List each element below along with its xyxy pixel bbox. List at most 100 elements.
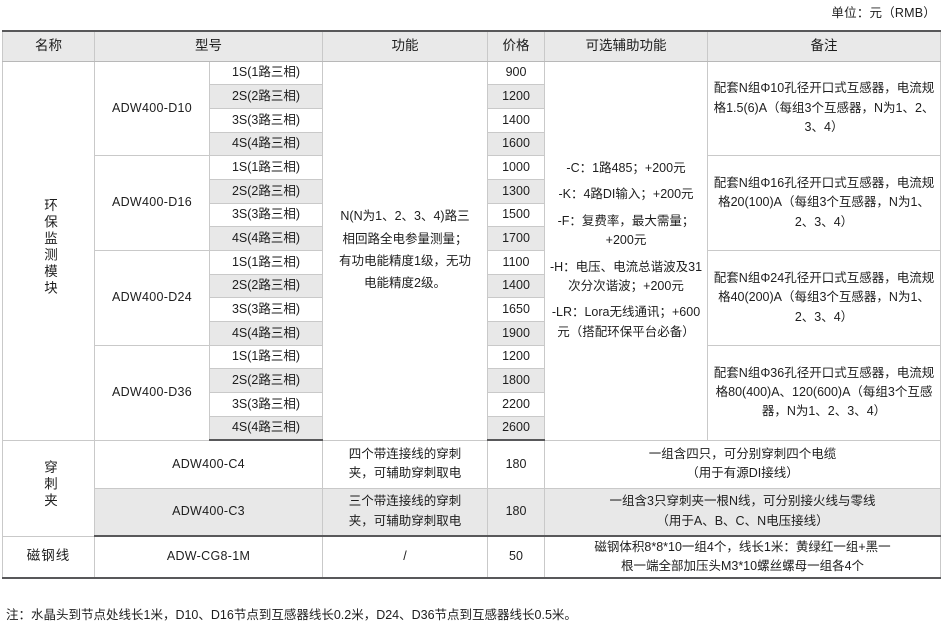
function-line: 夹，可辅助穿刺取电 xyxy=(348,513,462,528)
table-row: 2S(2路三相) 1200 xyxy=(3,84,941,109)
spec-cell: 2S(2路三相) xyxy=(209,273,323,299)
note-line: （用于有源DI接线） xyxy=(686,466,799,480)
table-header: 名称 型号 功能 价格 可选辅助功能 备注 xyxy=(2,30,941,62)
table-row: ADW400-D36 1S(1路三相) 1200 配套N组Φ36孔径开口式互感器… xyxy=(3,344,941,441)
table-row: 4S(4路三相) 1900 xyxy=(3,321,941,346)
function-line: 夹，可辅助穿刺取电 xyxy=(348,466,462,480)
spec-cell: 4S(4路三相) xyxy=(209,321,323,346)
price-cell: 900 xyxy=(487,60,545,86)
model-adw400-d24: ADW400-D24 xyxy=(94,250,210,346)
price-cell: 1200 xyxy=(487,84,545,109)
price-cell: 1500 xyxy=(487,202,545,228)
model-adw400-d36: ADW400-D36 xyxy=(94,344,210,441)
category-name-piercing-clamp: 穿刺夹 xyxy=(2,439,95,537)
function-adw400-c4: 四个带连接线的穿刺 夹，可辅助穿刺取电 xyxy=(322,439,488,489)
remark-adw400-d36: 配套N组Φ36孔径开口式互感器，电流规格80(400)A、120(600)A（每… xyxy=(707,344,941,441)
spec-cell: 1S(1路三相) xyxy=(209,344,323,370)
price-cell: 1300 xyxy=(487,178,545,204)
footer-note: 注：水晶头到节点处线长1米，D10、D16节点到互感器线长0.2米，D24、D3… xyxy=(6,608,577,622)
category-name-magnet-wire: 磁钢线 xyxy=(2,535,95,579)
spec-cell: 3S(3路三相) xyxy=(209,107,323,133)
function-line: 四个带连接线的穿刺 xyxy=(348,446,462,461)
table-row: 磁钢线 ADW-CG8-1M / 50 磁钢体积8*8*10一组4个，线长1米：… xyxy=(2,535,941,579)
column-header-model: 型号 xyxy=(94,30,323,62)
table-row: 4S(4路三相) 2600 xyxy=(3,415,941,441)
remark-adw400-d24: 配套N组Φ24孔径开口式互感器，电流规格40(200)A（每组3个互感器，N为1… xyxy=(707,250,941,346)
table-row: 2S(2路三相) 1800 xyxy=(3,368,941,394)
function-line: 相回路全电参量测量； xyxy=(342,231,468,246)
column-header-name: 名称 xyxy=(2,30,95,62)
optional-feature-item: -K：4路DI输入；+200元 xyxy=(558,187,694,202)
price-cell: 1800 xyxy=(487,368,545,394)
note-adw400-c3: 一组含3只穿刺夹一根N线，可分别接火线与零线 （用于A、B、C、N电压接线） xyxy=(544,487,941,537)
note-line: （用于A、B、C、N电压接线） xyxy=(656,513,829,528)
spec-cell: 3S(3路三相) xyxy=(209,297,323,323)
function-line: 电能精度2级。 xyxy=(364,276,446,291)
column-header-remark: 备注 xyxy=(707,30,941,62)
spec-cell: 3S(3路三相) xyxy=(209,392,323,417)
category-label: 环保监测模块 xyxy=(41,197,57,297)
spec-cell: 3S(3路三相) xyxy=(209,202,323,228)
remark-adw400-d16: 配套N组Φ16孔径开口式互感器，电流规格20(100)A（每组3个互感器，N为1… xyxy=(707,155,941,251)
category-name-env-module: 环保监测模块 xyxy=(2,60,95,441)
optional-feature-item: -F：复费率，最大需量；+200元 xyxy=(557,213,695,248)
note-line: 磁钢体积8*8*10一组4个，线长1米：黄绿红一组+黑一 xyxy=(594,539,891,554)
spec-cell: 4S(4路三相) xyxy=(209,131,323,157)
optional-features-env-module: -C：1路485；+200元 -K：4路DI输入；+200元 -F：复费率，最大… xyxy=(544,60,708,441)
function-line: 有功电能精度1级，无功 xyxy=(339,254,471,268)
price-cell: 1600 xyxy=(487,131,545,157)
remark-adw400-d10: 配套N组Φ10孔径开口式互感器，电流规格1.5(6)A（每组3个互感器，N为1、… xyxy=(707,60,941,157)
price-cell: 1900 xyxy=(487,321,545,346)
model-adw400-d10: ADW400-D10 xyxy=(94,60,210,157)
table-row: 3S(3路三相) 1650 xyxy=(3,297,941,323)
price-cell: 180 xyxy=(487,487,545,537)
model-adw400-d16: ADW400-D16 xyxy=(94,155,210,251)
spec-cell: 4S(4路三相) xyxy=(209,226,323,251)
spec-cell: 4S(4路三相) xyxy=(209,415,323,441)
function-line: 三个带连接线的穿刺 xyxy=(348,494,462,509)
optional-feature-item: -H：电压、电流总谐波及31次分次谐波；+200元 xyxy=(549,259,703,293)
note-adw-cg8-1m: 磁钢体积8*8*10一组4个，线长1米：黄绿红一组+黑一 根一端全部加压头M3*… xyxy=(544,535,941,579)
unit-label: 单位：元（RMB） xyxy=(831,6,936,20)
price-cell: 180 xyxy=(487,439,545,489)
product-price-table: 名称 型号 功能 价格 可选辅助功能 备注 环保监测模块 ADW400-D10 … xyxy=(2,30,941,579)
function-adw400-c3: 三个带连接线的穿刺 夹，可辅助穿刺取电 xyxy=(322,487,488,537)
model-adw400-c3: ADW400-C3 xyxy=(94,487,323,537)
column-header-function: 功能 xyxy=(322,30,488,62)
table-row: 环保监测模块 ADW400-D10 1S(1路三相) N(N为1、2、3、4)路… xyxy=(2,60,941,441)
price-cell: 1100 xyxy=(487,250,545,275)
price-cell: 50 xyxy=(487,535,545,579)
table-row: 3S(3路三相) 2200 xyxy=(3,392,941,417)
price-cell: 1400 xyxy=(487,273,545,299)
price-cell: 1400 xyxy=(487,107,545,133)
note-line: 根一端全部加压头M3*10螺丝螺母一组各4个 xyxy=(620,559,865,573)
function-adw-cg8-1m: / xyxy=(322,535,488,579)
spec-cell: 1S(1路三相) xyxy=(209,155,323,180)
price-cell: 1650 xyxy=(487,297,545,323)
column-header-optional-features: 可选辅助功能 xyxy=(544,30,708,62)
model-adw400-c4: ADW400-C4 xyxy=(94,439,323,489)
spec-cell: 2S(2路三相) xyxy=(209,84,323,109)
optional-feature-item: -C：1路485；+200元 xyxy=(566,161,686,175)
price-cell: 2600 xyxy=(487,415,545,441)
price-cell: 2200 xyxy=(487,392,545,417)
table-row: 穿刺夹 ADW400-C4 四个带连接线的穿刺 夹，可辅助穿刺取电 180 一组… xyxy=(2,439,941,537)
optional-feature-item: -LR：Lora无线通讯；+600元（搭配环保平台必备） xyxy=(551,305,701,339)
note-adw400-c4: 一组含四只，可分别穿刺四个电缆 （用于有源DI接线） xyxy=(544,439,941,489)
table-row: 2S(2路三相) 1400 xyxy=(3,273,941,299)
function-line: N(N为1、2、3、4)路三 xyxy=(340,209,470,224)
table-row: 2S(2路三相) 1300 xyxy=(3,178,941,204)
spec-cell: 2S(2路三相) xyxy=(209,368,323,394)
price-cell: 1700 xyxy=(487,226,545,251)
category-label: 穿刺夹 xyxy=(41,460,57,510)
model-adw-cg8-1m: ADW-CG8-1M xyxy=(94,535,323,579)
table-row: ADW400-C3 三个带连接线的穿刺 夹，可辅助穿刺取电 180 一组含3只穿… xyxy=(3,487,941,537)
spec-cell: 2S(2路三相) xyxy=(209,178,323,204)
price-cell: 1000 xyxy=(487,155,545,180)
function-description-env-module: N(N为1、2、3、4)路三 相回路全电参量测量； 有功电能精度1级，无功 电能… xyxy=(322,60,488,441)
table-row: ADW400-D24 1S(1路三相) 1100 配套N组Φ24孔径开口式互感器… xyxy=(3,250,941,346)
table-row: ADW400-D16 1S(1路三相) 1000 配套N组Φ16孔径开口式互感器… xyxy=(3,155,941,251)
table-row: 3S(3路三相) 1400 xyxy=(3,107,941,133)
spec-cell: 1S(1路三相) xyxy=(209,60,323,86)
